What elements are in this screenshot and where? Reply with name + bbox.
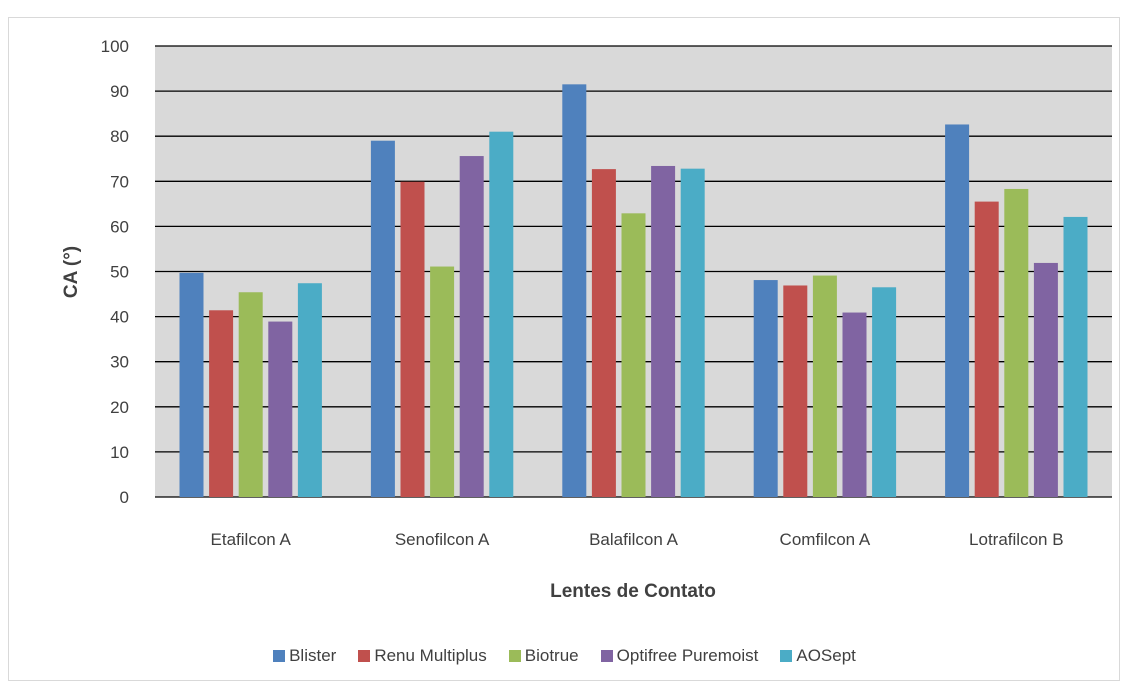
bar bbox=[562, 84, 587, 498]
bar bbox=[753, 280, 778, 497]
legend-label: Renu Multiplus bbox=[374, 646, 487, 665]
bar bbox=[209, 310, 234, 497]
y-tick-labels: 0 10 20 30 40 50 60 70 80 90 100 bbox=[101, 37, 129, 507]
y-tick-label: 0 bbox=[120, 488, 129, 507]
legend-item: Blister bbox=[273, 646, 336, 666]
legend-swatch bbox=[358, 650, 371, 662]
y-tick-label: 100 bbox=[101, 37, 129, 56]
y-tick-label: 40 bbox=[110, 308, 129, 327]
bar bbox=[297, 283, 322, 497]
legend-label: Biotrue bbox=[524, 646, 579, 665]
bar bbox=[370, 140, 395, 497]
legend-label: AOSept bbox=[796, 646, 856, 665]
bar bbox=[945, 124, 970, 497]
bars bbox=[179, 84, 1088, 498]
bar bbox=[783, 285, 808, 497]
x-tick-label: Balafilcon A bbox=[589, 530, 678, 549]
y-tick-label: 60 bbox=[110, 217, 129, 236]
bar bbox=[1004, 188, 1029, 498]
bar bbox=[489, 131, 514, 497]
legend-swatch bbox=[508, 650, 521, 662]
legend-swatch bbox=[600, 650, 613, 662]
x-tick-labels: Etafilcon A Senofilcon A Balafilcon A Comfi… bbox=[211, 530, 1064, 549]
bar bbox=[621, 213, 646, 498]
bar bbox=[591, 169, 616, 498]
legend-item: Optifree Puremoist bbox=[600, 646, 759, 666]
y-tick-label: 80 bbox=[110, 127, 129, 146]
bar bbox=[400, 181, 425, 497]
bar bbox=[651, 165, 676, 497]
bar bbox=[268, 321, 293, 497]
y-tick-label: 50 bbox=[110, 263, 129, 282]
bar bbox=[974, 201, 999, 497]
bar bbox=[179, 272, 204, 497]
bar bbox=[430, 266, 455, 497]
bar bbox=[1033, 262, 1058, 497]
x-axis-title: Lentes de Contato bbox=[550, 581, 716, 602]
bar bbox=[1063, 216, 1088, 497]
legend-label: Blister bbox=[289, 646, 337, 665]
y-axis-title: CA (°) bbox=[61, 246, 82, 298]
x-tick-label: Senofilcon A bbox=[395, 530, 490, 549]
legend: Blister Renu Multiplus Biotrue Optifree Pur… bbox=[0, 646, 1129, 666]
x-tick-label: Comfilcon A bbox=[780, 530, 871, 549]
y-tick-label: 10 bbox=[110, 443, 129, 462]
legend-swatch bbox=[273, 650, 286, 662]
y-tick-label: 70 bbox=[110, 172, 129, 191]
legend-swatch bbox=[780, 650, 793, 662]
bar bbox=[459, 156, 484, 497]
legend-item: Biotrue bbox=[508, 646, 579, 666]
bar bbox=[842, 312, 867, 497]
legend-item: AOSept bbox=[780, 646, 856, 666]
legend-item: Renu Multiplus bbox=[358, 646, 487, 666]
bar bbox=[680, 168, 705, 497]
bar bbox=[238, 292, 263, 497]
x-tick-label: Etafilcon A bbox=[211, 530, 292, 549]
legend-label: Optifree Puremoist bbox=[616, 646, 759, 665]
bar bbox=[872, 287, 897, 497]
y-tick-label: 90 bbox=[110, 82, 129, 101]
y-tick-label: 20 bbox=[110, 398, 129, 417]
x-tick-label: Lotrafilcon B bbox=[969, 530, 1064, 549]
bar bbox=[812, 275, 837, 497]
y-tick-label: 30 bbox=[110, 353, 129, 372]
